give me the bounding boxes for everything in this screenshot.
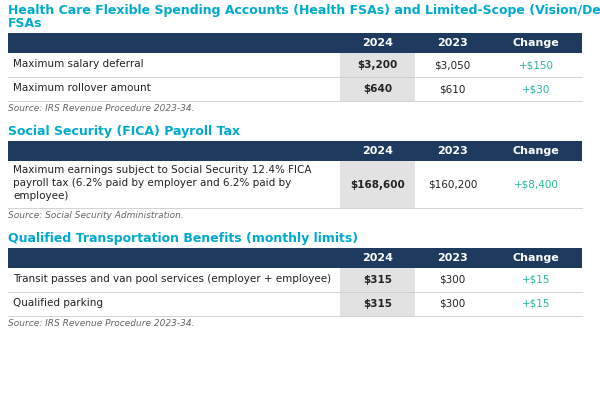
Bar xyxy=(340,161,415,208)
Text: Maximum earnings subject to Social Security 12.4% FICA: Maximum earnings subject to Social Secur… xyxy=(13,165,311,175)
Text: Health Care Flexible Spending Accounts (Health FSAs) and Limited-Scope (Vision/D: Health Care Flexible Spending Accounts (… xyxy=(8,4,600,17)
Text: 2023: 2023 xyxy=(437,253,468,263)
Bar xyxy=(8,268,582,292)
Text: Change: Change xyxy=(512,38,559,48)
Text: $315: $315 xyxy=(363,299,392,309)
Text: 2024: 2024 xyxy=(362,253,393,263)
Text: 2024: 2024 xyxy=(362,146,393,156)
Text: Source: IRS Revenue Procedure 2023-34.: Source: IRS Revenue Procedure 2023-34. xyxy=(8,104,194,113)
Text: Qualified Transportation Benefits (monthly limits): Qualified Transportation Benefits (month… xyxy=(8,232,358,245)
Text: 2024: 2024 xyxy=(362,38,393,48)
Text: Social Security (FICA) Payroll Tax: Social Security (FICA) Payroll Tax xyxy=(8,125,240,138)
Bar xyxy=(8,53,582,77)
Text: +$8,400: +$8,400 xyxy=(514,180,559,190)
Bar xyxy=(8,141,582,161)
Bar xyxy=(340,268,415,292)
Text: 2023: 2023 xyxy=(437,146,468,156)
Text: +$15: +$15 xyxy=(522,275,550,285)
Text: $3,200: $3,200 xyxy=(358,60,398,70)
Text: $168,600: $168,600 xyxy=(350,180,405,190)
Bar xyxy=(340,77,415,101)
Text: $610: $610 xyxy=(439,84,466,94)
Text: $300: $300 xyxy=(439,299,466,309)
Text: Qualified parking: Qualified parking xyxy=(13,297,103,307)
Text: Transit passes and van pool services (employer + employee): Transit passes and van pool services (em… xyxy=(13,273,331,284)
Text: FSAs: FSAs xyxy=(8,17,43,30)
Text: 2023: 2023 xyxy=(437,38,468,48)
Text: $160,200: $160,200 xyxy=(428,180,477,190)
Text: Change: Change xyxy=(512,146,559,156)
Bar xyxy=(8,77,582,101)
Bar xyxy=(8,33,582,53)
Text: Change: Change xyxy=(512,253,559,263)
Text: +$150: +$150 xyxy=(518,60,554,70)
Bar xyxy=(8,161,582,208)
Text: Source: Social Security Administration.: Source: Social Security Administration. xyxy=(8,211,184,220)
Text: Maximum rollover amount: Maximum rollover amount xyxy=(13,82,151,93)
Text: employee): employee) xyxy=(13,191,68,201)
Bar xyxy=(8,292,582,316)
Text: payroll tax (6.2% paid by employer and 6.2% paid by: payroll tax (6.2% paid by employer and 6… xyxy=(13,178,291,188)
Bar xyxy=(340,292,415,316)
Text: $315: $315 xyxy=(363,275,392,285)
Bar xyxy=(8,248,582,268)
Text: +$30: +$30 xyxy=(522,84,550,94)
Text: $300: $300 xyxy=(439,275,466,285)
Text: $640: $640 xyxy=(363,84,392,94)
Text: +$15: +$15 xyxy=(522,299,550,309)
Text: Maximum salary deferral: Maximum salary deferral xyxy=(13,58,143,69)
Text: $3,050: $3,050 xyxy=(434,60,470,70)
Bar xyxy=(340,53,415,77)
Text: Source: IRS Revenue Procedure 2023-34.: Source: IRS Revenue Procedure 2023-34. xyxy=(8,319,194,328)
